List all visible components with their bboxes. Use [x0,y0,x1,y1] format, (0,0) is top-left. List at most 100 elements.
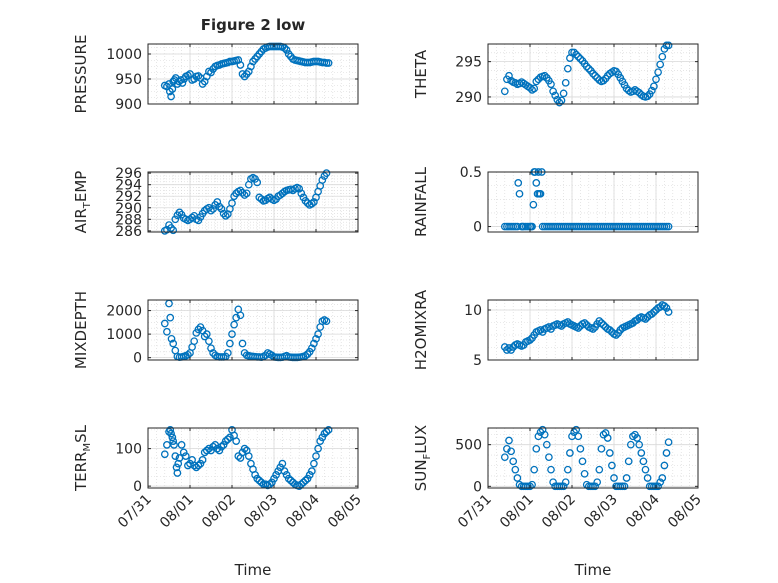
data-point [314,444,322,453]
y-tick-label: 296 [115,166,142,182]
data-point [574,52,583,61]
data-point [654,482,662,491]
y-axis-title: MIXDEPTH [72,291,90,369]
data-point [320,429,329,438]
data-point [641,315,650,323]
data-point [228,199,236,208]
data-point [202,330,211,338]
data-point [664,222,673,231]
data-point [221,211,230,220]
data-point [555,98,564,107]
data-point [637,449,646,457]
data-point [209,205,217,213]
data-point [597,319,606,327]
data-point [656,60,665,69]
data-point [217,205,226,213]
data-point [173,469,182,477]
data-point [276,463,285,472]
plot-area [148,44,358,104]
subplot-pressure: 900 950 1000 PRESSURE [72,35,359,113]
y-tick-label: 292 [115,189,142,205]
data-point [238,188,247,197]
data-point [190,337,199,346]
data-point [253,178,262,187]
data-point [641,465,650,474]
data-point [310,198,318,206]
data-point [184,350,192,359]
data-point [284,474,293,483]
data-point [307,344,316,353]
data-point [200,332,209,341]
axes-frame [147,427,359,489]
data-point [178,79,187,87]
data-point [650,308,658,316]
data-point [526,83,534,92]
data-point [318,176,327,184]
data-point [322,317,331,326]
data-point [532,77,541,86]
data-point [280,467,289,475]
axes-frame [147,171,359,233]
data-point [532,179,541,187]
data-point [213,444,222,453]
data-point [303,474,312,483]
axes-frame [147,43,359,105]
data-point [540,71,549,80]
data-point [167,429,175,438]
data-point [297,189,306,198]
data-point [205,337,213,346]
data-point [662,449,671,457]
data-point [280,44,289,52]
data-point [620,482,629,491]
plot-area [148,300,358,360]
data-point [194,461,203,470]
data-point [528,222,536,231]
data-point [160,450,169,459]
data-point [589,325,597,333]
data-point [175,208,184,217]
data-point [226,433,234,442]
data-point [282,471,291,479]
data-point [223,435,232,444]
data-point [597,444,606,453]
data-point [310,339,318,348]
data-point [582,62,591,71]
data-point [166,313,175,322]
data-point [238,448,247,457]
data-point [662,304,671,312]
data-point [207,206,215,215]
data-point [561,78,570,87]
y-axis-title: H2OMIXRA [412,289,430,370]
data-point [570,48,578,57]
data-point [605,449,614,457]
y-tick-label: 1000 [106,327,142,343]
data-point [196,459,205,468]
data-point [295,184,304,193]
data-point [500,453,509,462]
data-point [194,325,203,334]
data-point [591,482,599,491]
data-point [584,64,593,73]
data-point [639,457,648,466]
data-point [566,449,574,457]
data-point [650,82,658,91]
data-point [223,349,232,357]
y-tick-label: 288 [115,212,142,228]
data-point [217,442,226,451]
data-point [228,330,236,338]
data-point [664,438,673,447]
data-point [540,430,549,439]
axes-frame [487,171,699,233]
data-point [219,441,228,449]
data-point [307,199,316,208]
data-point [301,351,310,360]
data-point [658,474,667,482]
data-point [301,196,310,205]
data-point [165,427,173,436]
data-point [167,92,175,101]
y-tick-label: 5 [473,353,482,369]
data-point [322,427,331,436]
data-point [563,64,572,73]
axes-frame [487,43,699,105]
